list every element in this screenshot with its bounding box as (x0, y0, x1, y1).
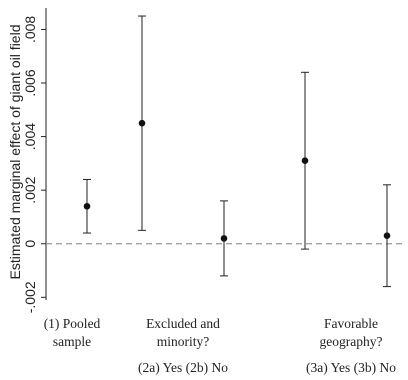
y-axis: -.002 0 .002 .004 .006 .008 (22, 8, 47, 313)
point-estimate (138, 119, 146, 127)
x-category-labels: (1) Pooled sample Excluded and minority? Fav… (44, 316, 397, 375)
group-label: minority? (157, 334, 210, 349)
y-tick-label: 0 (22, 240, 38, 248)
y-axis-label: Estimated marginal effect of giant oil f… (7, 25, 23, 280)
point-estimate (83, 202, 91, 210)
group-label: Excluded and (146, 316, 220, 331)
point-estimates (83, 119, 391, 242)
point-estimate (383, 232, 391, 240)
group-label: Favorable (324, 316, 378, 331)
group-label: sample (53, 334, 91, 349)
subgroup-label: (2a) Yes (2b) No (138, 360, 228, 375)
group-label: geography? (320, 334, 383, 349)
subgroup-label: (3a) Yes (3b) No (306, 360, 396, 375)
point-estimate (220, 235, 228, 242)
y-tick-label: .006 (22, 69, 38, 96)
confidence-intervals (83, 15, 391, 288)
point-estimate (301, 157, 309, 164)
y-tick-label: -.002 (22, 281, 38, 313)
y-tick-label: .004 (22, 123, 38, 150)
y-tick-label: .008 (22, 16, 38, 43)
group-label: (1) Pooled (44, 316, 101, 331)
y-tick-label: .002 (22, 176, 38, 203)
